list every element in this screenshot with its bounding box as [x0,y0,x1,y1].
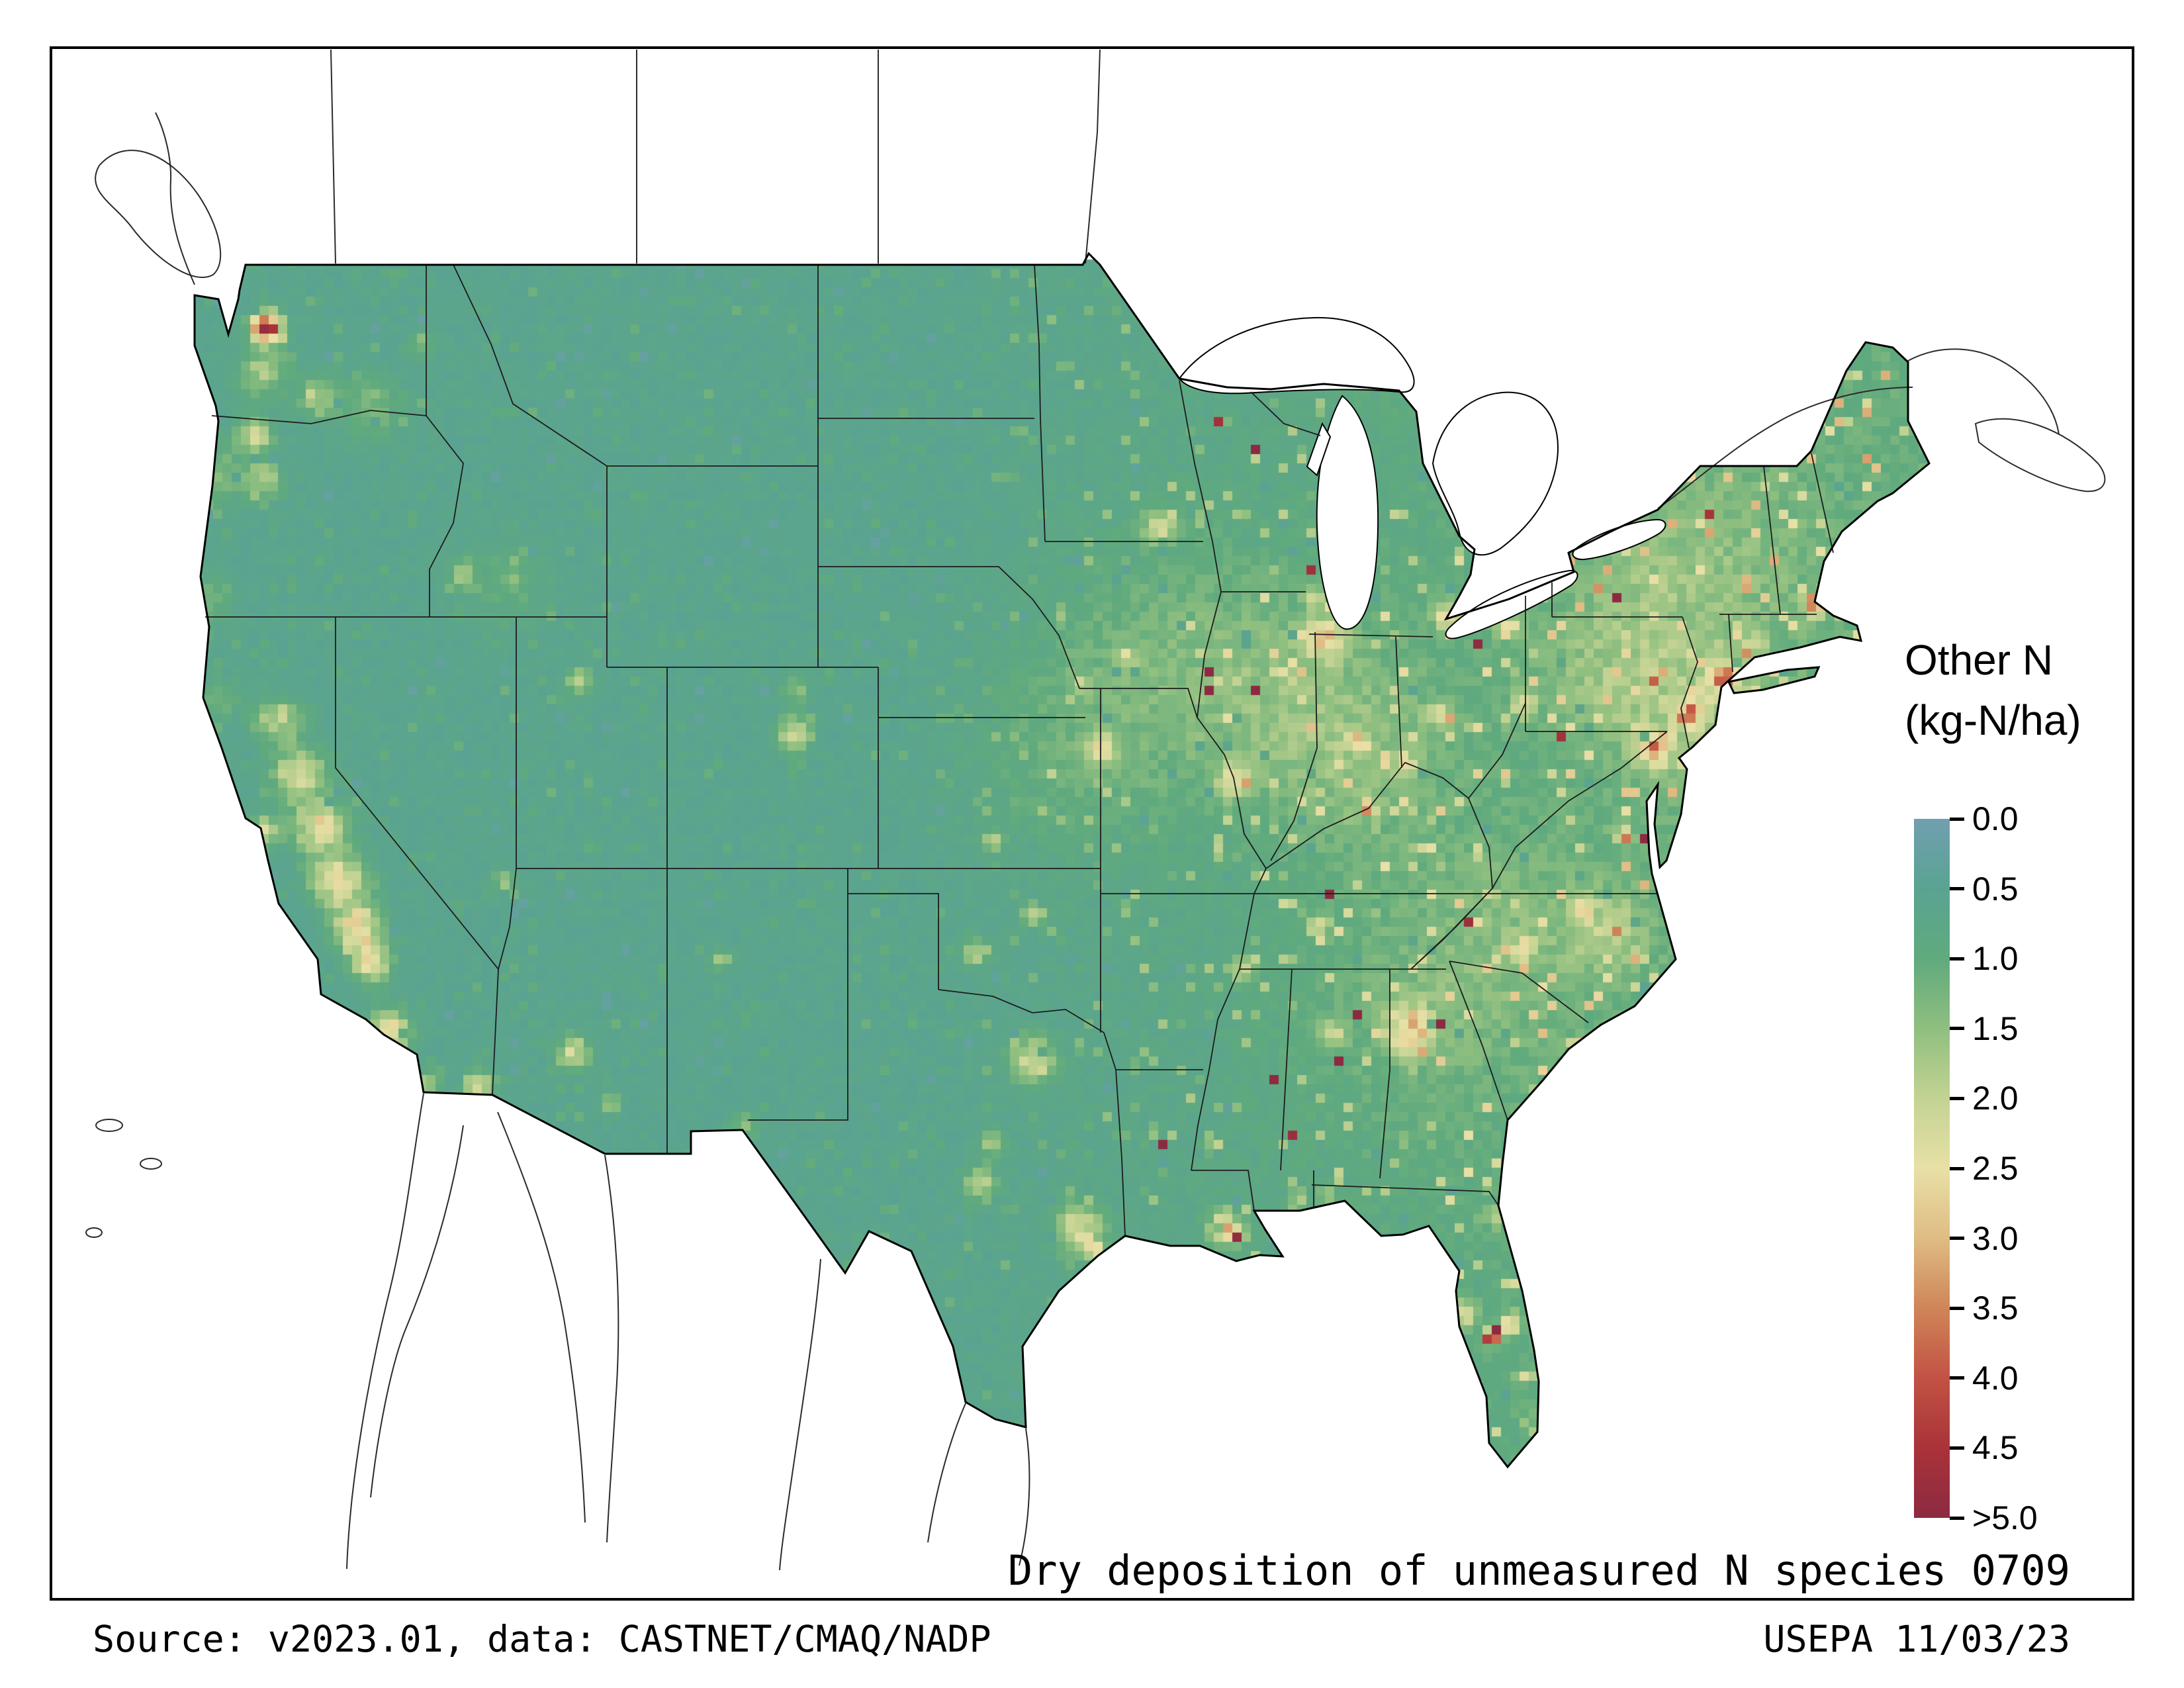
legend-tick: 4.0 [1950,1359,2019,1397]
tick-label: 1.5 [1972,1009,2019,1047]
tick-mark [1950,1376,1964,1380]
tick-mark [1950,1166,1964,1170]
legend-tick: 3.5 [1950,1289,2019,1327]
legend-title: Other N (kg-N/ha) [1905,630,2081,751]
tick-mark [1950,957,1964,961]
legend-tick: 1.5 [1950,1009,2019,1048]
tick-mark [1950,1306,1964,1310]
tick-label: 3.0 [1972,1219,2019,1257]
tick-label: 2.0 [1972,1080,2019,1117]
tick-mark [1950,1027,1964,1031]
plot-frame [50,46,2134,1601]
legend-tick: 0.5 [1950,870,2019,908]
legend-tick: >5.0 [1950,1499,2038,1537]
tick-label: 4.5 [1972,1429,2019,1467]
legend-tick: 2.5 [1950,1149,2019,1188]
tick-mark [1950,817,1964,821]
tick-label: 1.0 [1972,940,2019,978]
source-line: Source: v2023.01, data: CASTNET/CMAQ/NAD… [93,1618,991,1660]
tick-label: 0.5 [1972,870,2019,908]
legend-colorbar [1914,819,1950,1518]
tick-mark [1950,1516,1964,1520]
tick-label: 0.0 [1972,800,2019,837]
map-title: Dry deposition of unmeasured N species 0… [1007,1546,2070,1595]
tick-mark [1950,1237,1964,1241]
tick-mark [1950,887,1964,891]
tick-label: >5.0 [1972,1499,2038,1536]
legend-tick: 3.0 [1950,1219,2019,1258]
tick-label: 4.0 [1972,1359,2019,1397]
tick-label: 2.5 [1972,1150,2019,1187]
legend-tick: 4.5 [1950,1429,2019,1467]
tick-mark [1950,1096,1964,1100]
legend-title-line2: (kg-N/ha) [1905,696,2081,744]
legend-tick: 1.0 [1950,939,2019,978]
legend-tick: 0.0 [1950,800,2019,838]
legend-title-line1: Other N [1905,636,2054,684]
legend-tick-labels: 0.0 0.5 1.0 1.5 2.0 2.5 3.0 3.5 4.0 4.5 … [1950,800,2135,1536]
tick-mark [1950,1446,1964,1450]
tick-label: 3.5 [1972,1289,2019,1327]
legend-tick: 2.0 [1950,1079,2019,1117]
credit-line: USEPA 11/03/23 [1763,1618,2070,1660]
